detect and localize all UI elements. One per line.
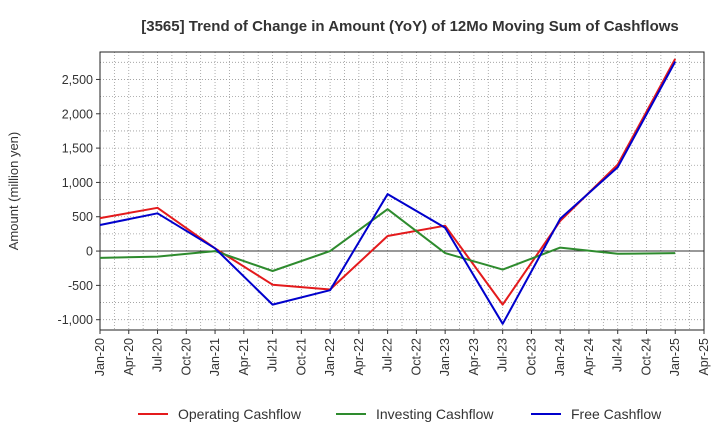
x-tick-label: Jan-21: [208, 338, 222, 376]
x-tick-label: Jan-24: [553, 338, 567, 376]
y-axis-label: Amount (million yen): [6, 132, 21, 251]
y-tick-label: 500: [72, 210, 93, 224]
x-tick-label: Jan-20: [93, 338, 107, 376]
plot-frame: [99, 51, 705, 331]
x-tick-label: Jul-21: [266, 338, 280, 372]
series-line-free-cashflow: [99, 61, 677, 325]
x-tick-label: Oct-22: [409, 338, 423, 376]
y-tick-label: 2,000: [62, 107, 93, 121]
x-tick-label: Jul-23: [496, 338, 510, 372]
y-tick-label: 1,500: [62, 142, 93, 156]
x-tick-label: Jan-23: [438, 338, 452, 376]
legend-label-investing-cashflow: Investing Cashflow: [376, 406, 494, 422]
x-tick-label: Oct-21: [294, 338, 308, 376]
y-axis-ticks: -1,000 -500 0 500 1,000 1,500 2,000 2,500: [58, 73, 100, 327]
legend-label-operating-cashflow: Operating Cashflow: [178, 406, 302, 422]
x-tick-label: Jul-24: [611, 338, 625, 372]
x-tick-label: Oct-20: [179, 338, 193, 376]
x-tick-label: Oct-23: [524, 338, 538, 376]
y-tick-label: -500: [68, 279, 93, 293]
x-tick-label: Apr-20: [122, 338, 136, 376]
y-tick-label: 2,500: [62, 73, 93, 87]
chart-title: [3565] Trend of Change in Amount (YoY) o…: [141, 18, 679, 35]
x-axis-ticks: Jan-20 Apr-20 Jul-20 Oct-20 Jan-21 Apr-21 Jul-…: [93, 330, 711, 376]
y-tick-label: -1,000: [58, 313, 93, 327]
x-tick-label: Apr-21: [237, 338, 251, 376]
x-tick-label: Jan-22: [323, 338, 337, 376]
x-tick-label: Apr-25: [697, 338, 711, 376]
series-line-investing-cashflow: [99, 208, 676, 272]
x-tick-label: Oct-24: [639, 338, 653, 376]
grid-lines: [99, 52, 705, 330]
y-tick-label: 0: [86, 245, 93, 259]
y-tick-label: 1,000: [62, 176, 93, 190]
x-tick-label: Jul-20: [151, 338, 165, 372]
x-tick-label: Jan-25: [668, 338, 682, 376]
legend: Operating Cashflow Investing Cashflow Free…: [138, 406, 662, 422]
series-lines: [99, 58, 677, 325]
x-tick-label: Apr-23: [467, 338, 481, 376]
x-tick-label: Apr-24: [582, 338, 596, 376]
x-tick-label: Apr-22: [352, 338, 366, 376]
x-tick-label: Jul-22: [381, 338, 395, 372]
legend-label-free-cashflow: Free Cashflow: [571, 406, 662, 422]
